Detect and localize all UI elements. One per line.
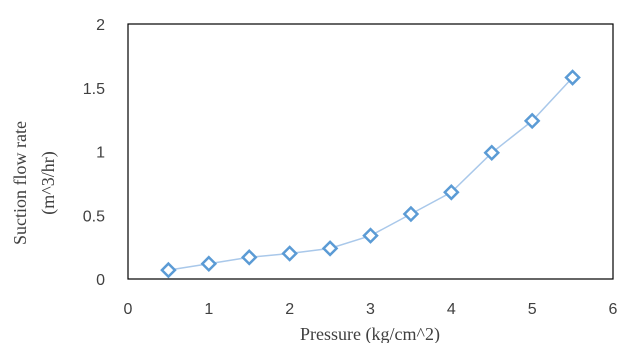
y-tick-label: 2 (96, 17, 105, 34)
y-axis-title-line-1: Suction flow rate (10, 121, 30, 245)
x-tick-label: 5 (528, 301, 537, 318)
x-tick-label: 1 (204, 301, 213, 318)
x-tick-labels: 0 1 2 3 4 5 6 (124, 301, 618, 318)
y-tick-label: 1 (96, 145, 105, 162)
data-point-marker (523, 112, 541, 130)
data-point-marker (483, 144, 501, 162)
y-axis-title-line-2: (m^3/hr) (38, 151, 59, 214)
x-tick-label: 0 (124, 301, 133, 318)
data-point-marker (362, 227, 379, 244)
y-tick-label: 0 (96, 272, 105, 289)
y-tick-label: 0.5 (83, 208, 105, 225)
x-tick-label: 2 (285, 301, 294, 318)
y-tick-labels: 0 0.5 1 1.5 2 (83, 17, 105, 289)
data-point-marker (281, 245, 298, 262)
x-tick-label: 3 (366, 301, 375, 318)
data-point-marker (402, 205, 420, 223)
x-axis-title: Pressure (kg/cm^2) (300, 324, 440, 343)
y-axis-title: Suction flow rate (m^3/hr) (10, 121, 59, 245)
series-layer (160, 69, 581, 279)
data-point-marker (240, 249, 258, 266)
y-tick-label: 1.5 (83, 81, 105, 98)
data-point-marker (564, 69, 581, 86)
data-point-marker (443, 184, 460, 201)
data-point-marker (200, 255, 218, 272)
data-point-marker (160, 261, 177, 279)
data-point-marker (321, 240, 339, 257)
x-tick-label: 4 (447, 301, 456, 318)
x-tick-label: 6 (609, 301, 618, 318)
